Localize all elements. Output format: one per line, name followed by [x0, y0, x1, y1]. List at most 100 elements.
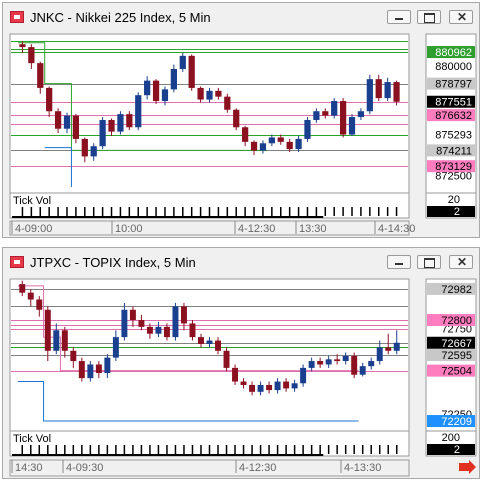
candle-body — [63, 115, 71, 129]
chart-app-icon — [10, 256, 24, 268]
price-badge — [427, 282, 475, 295]
chart-app-icon — [10, 11, 24, 23]
candle-body — [334, 359, 341, 362]
candle-body — [163, 326, 170, 338]
price-badge-label: 880962 — [435, 47, 472, 59]
price-badge — [427, 364, 475, 377]
time-axis — [9, 220, 410, 236]
candle-body — [233, 109, 240, 128]
minimize-icon — [395, 263, 403, 265]
candle-body — [99, 119, 106, 147]
candle-body — [189, 323, 196, 338]
close-icon: ✕ — [457, 255, 468, 269]
scroll-right-arrow-icon[interactable] — [459, 460, 476, 474]
candle-body — [215, 340, 221, 351]
candle-body — [286, 141, 293, 150]
candle-body — [331, 101, 338, 116]
price-chart-topix[interactable]: 7275072250729827280072667725957250472209… — [3, 278, 479, 478]
time-label: 4-14:30 — [378, 223, 415, 235]
price-badge — [427, 128, 475, 141]
volume-current-label: 2 — [454, 444, 460, 456]
volume-baseline — [12, 216, 324, 218]
price-badge-label: 876632 — [435, 110, 472, 122]
candle-body — [300, 367, 307, 384]
close-button[interactable]: ✕ — [449, 10, 473, 24]
candle-body — [112, 337, 119, 358]
price-axis — [425, 33, 477, 219]
close-button[interactable]: ✕ — [449, 255, 473, 269]
window-titlebar[interactable]: JNKC - Nikkei 225 Index, 5 Min ✕ — [3, 3, 479, 33]
indicator-line — [44, 147, 72, 187]
candle-body — [250, 141, 258, 151]
price-badge — [427, 95, 475, 108]
volume-current-badge — [427, 206, 475, 217]
price-badge-label: 72209 — [441, 416, 472, 428]
time-label: 13:30 — [299, 223, 327, 235]
candle-body — [342, 355, 349, 362]
candle-body — [277, 137, 284, 142]
price-badge — [427, 77, 475, 90]
price-badge-label: 873129 — [435, 161, 472, 173]
candle-body — [351, 355, 358, 375]
time-axis — [9, 459, 410, 477]
time-label: 14:30 — [15, 462, 43, 474]
candle-body — [188, 55, 195, 88]
candle-body — [376, 347, 383, 362]
maximize-button[interactable] — [417, 255, 441, 269]
price-badge — [427, 144, 475, 157]
candle-body — [308, 361, 315, 368]
price-badge-label: 72667 — [441, 338, 472, 350]
minimize-button[interactable] — [387, 255, 411, 269]
candle-body — [385, 347, 392, 351]
candle-body — [37, 63, 44, 88]
time-label: 4-13:30 — [344, 462, 381, 474]
price-badge — [427, 415, 475, 428]
price-badge — [427, 160, 475, 173]
volume-scale-label: 20 — [448, 194, 460, 206]
candle-body — [325, 359, 332, 365]
candle-body — [180, 306, 187, 324]
candle-body — [161, 89, 169, 102]
candle-body — [198, 337, 204, 344]
candle-body — [266, 384, 273, 391]
price-tick-label: 872500 — [435, 170, 472, 182]
candle-body — [224, 96, 231, 110]
indicator-line — [18, 42, 268, 151]
price-badge-label: 72595 — [441, 350, 472, 362]
minimize-button[interactable] — [387, 10, 411, 24]
window-titlebar[interactable]: JTPXC - TOPIX Index, 5 Min ✕ — [3, 248, 479, 278]
candle-body — [121, 309, 128, 338]
candle-body — [206, 340, 213, 344]
candle-body — [375, 79, 382, 99]
candle-body — [268, 137, 275, 144]
candle-body — [259, 143, 267, 151]
candle-body — [138, 320, 145, 327]
candle-body — [368, 361, 375, 367]
candle-body — [223, 350, 230, 368]
candle-body — [19, 44, 26, 48]
candle-body — [144, 80, 151, 96]
price-badge — [427, 349, 475, 362]
candle-body — [95, 364, 102, 374]
close-icon: ✕ — [457, 10, 468, 24]
volume-current-label: 2 — [454, 206, 460, 218]
candle-body — [322, 111, 329, 116]
candle-body — [54, 111, 62, 129]
candle-body — [274, 381, 281, 391]
candle-body — [36, 299, 43, 310]
candle-body — [172, 306, 179, 338]
price-badge-label: 877551 — [435, 97, 472, 109]
candle-body — [249, 384, 256, 392]
candle-body — [232, 367, 239, 382]
restore-icon — [424, 258, 435, 268]
restore-icon — [424, 13, 435, 23]
price-badge — [427, 314, 475, 327]
candle-body — [291, 383, 298, 389]
candle-body — [240, 381, 247, 385]
candle-body — [108, 119, 115, 132]
candle-body — [19, 284, 26, 293]
candle-body — [135, 95, 142, 128]
candle-body — [146, 326, 153, 334]
maximize-button[interactable] — [417, 10, 441, 24]
